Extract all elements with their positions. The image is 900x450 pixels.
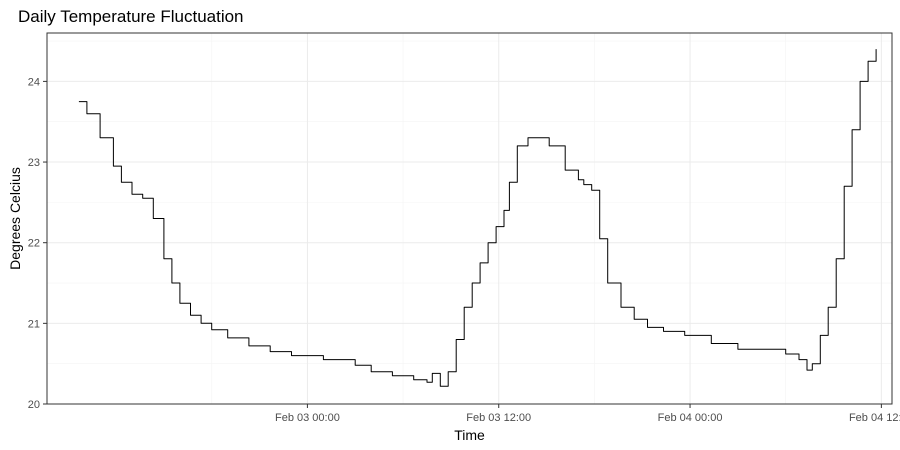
x-axis-title: Time <box>454 427 485 443</box>
grid-lines <box>47 33 892 405</box>
x-tick-label: Feb 03 12:00 <box>466 412 531 424</box>
x-tick-label: Feb 04 00:00 <box>658 412 723 424</box>
temperature-series-line <box>78 49 877 387</box>
y-axis-title: Degrees Celcius <box>7 167 23 270</box>
chart-title: Daily Temperature Fluctuation <box>18 7 244 26</box>
y-tick-label: 22 <box>28 238 40 250</box>
y-tick-label: 24 <box>28 76 40 88</box>
series-layer <box>78 49 877 387</box>
y-tick-label: 21 <box>28 318 40 330</box>
x-tick-label: Feb 04 12:00 <box>849 412 900 424</box>
y-tick-label: 20 <box>28 399 40 411</box>
plot-panel <box>46 32 893 405</box>
axes: 20 21 22 23 24 Feb 03 00:00 Feb 03 12:00 Feb 04… <box>28 76 900 424</box>
x-tick-label: Feb 03 00:00 <box>275 412 340 424</box>
y-tick-label: 23 <box>28 157 40 169</box>
